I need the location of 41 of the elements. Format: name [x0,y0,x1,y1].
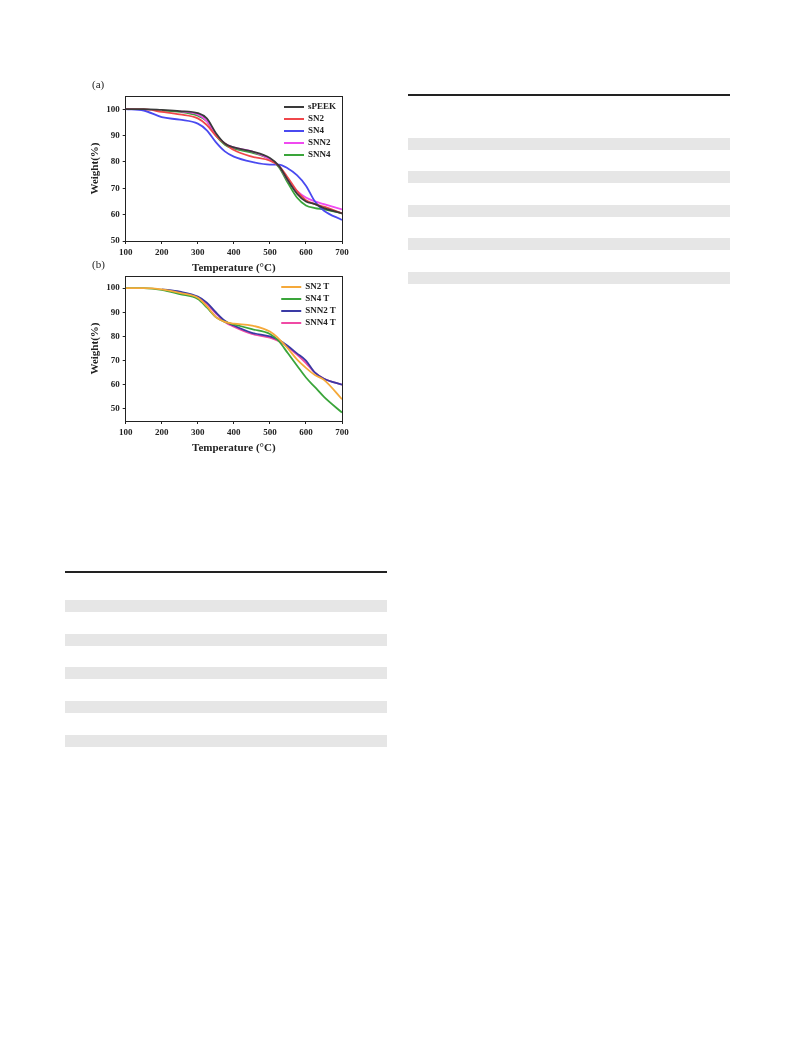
x-tick-label: 300 [191,246,206,257]
x-tick-label: 600 [299,426,314,437]
y-tick-label: 70 [110,354,121,365]
y-tick-label: 60 [110,208,121,219]
text: (a) [92,78,105,92]
y-tick-label: 60 [110,379,121,390]
legend-label: SNN2 T [305,305,336,316]
y-tick-label: 90 [110,129,121,140]
x-tick-label: 300 [191,426,206,437]
x-tick-label: 100 [118,246,133,257]
x-tick-label: 400 [227,246,242,257]
y-tick-label: 50 [110,235,121,246]
legend-label: SN2 [307,113,325,124]
y-axis-title: Weight(%) [88,322,102,375]
y-tick-label: 100 [106,282,121,293]
x-tick-label: 200 [155,246,169,257]
legend-label: sPEEK [307,101,337,112]
legend-label: SN2 T [305,281,330,292]
x-tick-label: 500 [263,426,278,437]
text: (b) [92,258,106,272]
y-tick-label: 80 [110,330,121,341]
y-tick-label: 90 [110,306,121,317]
x-tick-label: 200 [155,426,169,437]
legend-label: SNN2 [307,137,331,148]
x-tick-label: 700 [335,246,350,257]
legend-label: SN4 T [305,293,330,304]
x-tick-label: 700 [335,426,350,437]
y-tick-label: 70 [110,182,121,193]
y-tick-label: 100 [106,103,121,114]
y-tick-label: 50 [110,403,121,414]
x-axis-title: Temperature (°C) [192,441,276,455]
y-tick-label: 80 [110,156,121,167]
x-axis-title: Temperature (°C) [192,261,276,275]
x-tick-label: 100 [118,426,133,437]
x-tick-label: 600 [299,246,314,257]
legend-label: SNN4 T [305,317,336,328]
legend-label: SN4 [307,125,325,136]
legend-label: SNN4 [307,149,331,160]
x-tick-label: 500 [263,246,278,257]
x-tick-label: 400 [227,426,242,437]
y-axis-title: Weight(%) [88,142,102,195]
